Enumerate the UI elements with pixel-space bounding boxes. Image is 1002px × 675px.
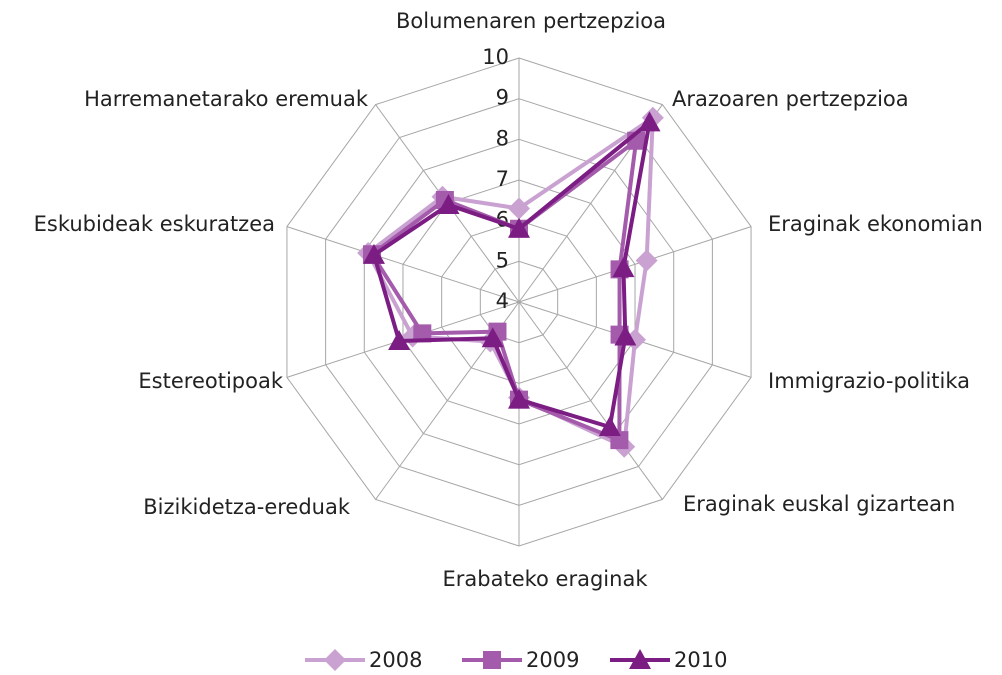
legend-label: 2010 bbox=[674, 648, 727, 672]
category-label: Harremanetarako eremuak bbox=[84, 87, 369, 111]
marker bbox=[638, 111, 661, 132]
category-label: Eraginak euskal gizartean bbox=[683, 492, 955, 516]
marker bbox=[413, 324, 432, 343]
marker bbox=[481, 327, 504, 348]
marker bbox=[437, 193, 460, 214]
category-label: Estereotipoak bbox=[138, 369, 283, 393]
r-tick-label: 5 bbox=[496, 248, 509, 272]
r-tick-label: 8 bbox=[496, 126, 509, 150]
legend-label: 2008 bbox=[369, 648, 422, 672]
category-label: Eskubideak eskuratzea bbox=[34, 212, 275, 236]
legend-label: 2009 bbox=[526, 648, 579, 672]
r-tick-label: 4 bbox=[496, 289, 509, 313]
category-label: Arazoaren pertzepzioa bbox=[672, 87, 909, 111]
legend-marker bbox=[483, 651, 501, 669]
marker bbox=[362, 243, 385, 264]
marker bbox=[508, 217, 530, 238]
marker bbox=[508, 388, 530, 409]
legend-marker bbox=[629, 649, 651, 669]
marker bbox=[635, 249, 658, 272]
category-label: Eraginak ekonomian bbox=[768, 212, 983, 236]
marker bbox=[388, 329, 411, 350]
marker bbox=[598, 416, 621, 437]
category-label: Bolumenaren pertzepzioa bbox=[396, 9, 666, 33]
category-label: Bizikidetza-ereduak bbox=[143, 495, 351, 519]
marker bbox=[614, 325, 637, 346]
legend-marker bbox=[324, 649, 346, 671]
spoke bbox=[518, 226, 752, 303]
spoke bbox=[518, 301, 663, 500]
category-label: Erabateko eraginak bbox=[443, 567, 649, 591]
r-tick-label: 10 bbox=[482, 45, 509, 69]
r-tick-label: 7 bbox=[496, 167, 509, 191]
r-tick-label: 9 bbox=[496, 86, 509, 110]
marker bbox=[612, 257, 635, 278]
spoke bbox=[286, 226, 520, 303]
category-label: Immigrazio-politika bbox=[768, 369, 970, 393]
marker bbox=[508, 197, 530, 220]
